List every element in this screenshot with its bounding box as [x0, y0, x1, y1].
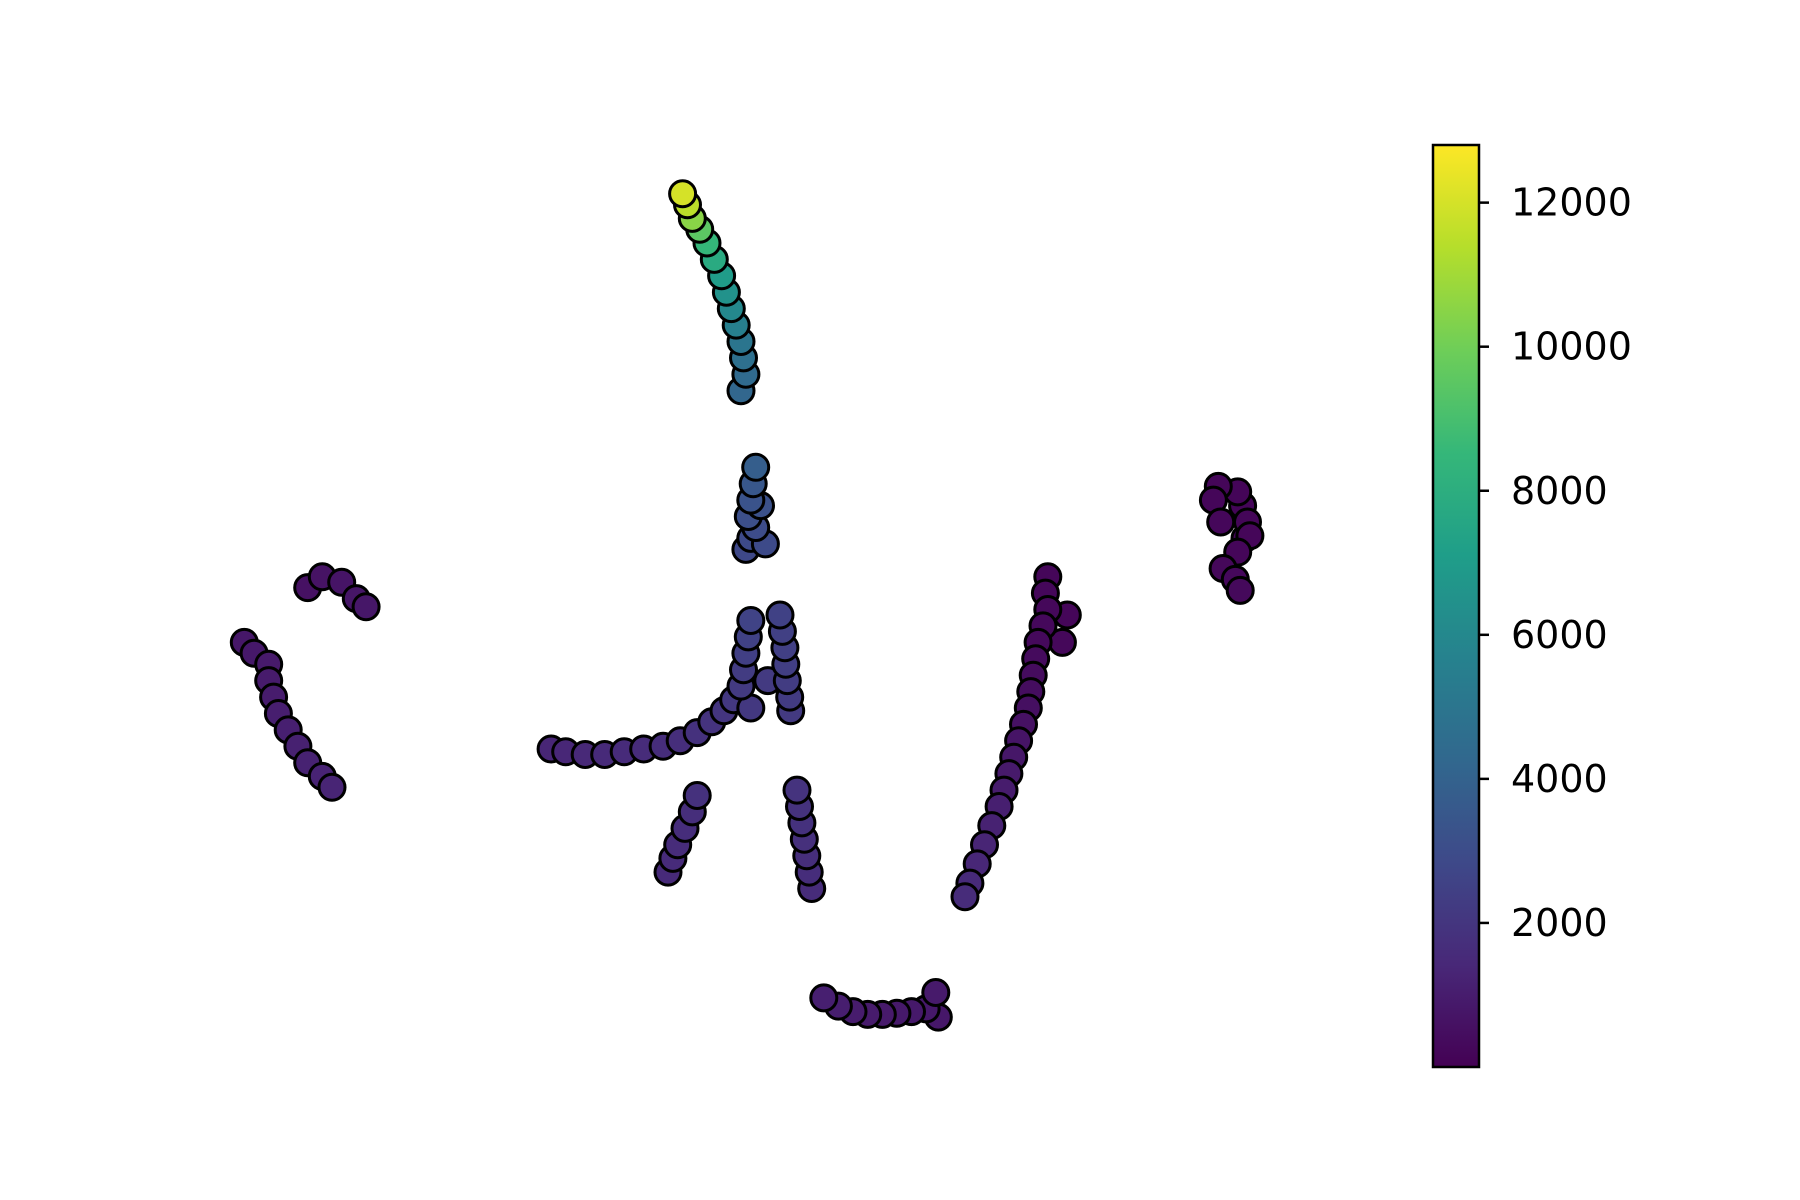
data-point-central-right-branch [765, 600, 795, 630]
colorbar-tick-label: 4000 [1511, 757, 1608, 801]
colorbar-ticks: 2000 4000 6000 8000 10000 12000 [1479, 181, 1632, 945]
data-point-lower-right-stem [782, 775, 812, 805]
colorbar-tick-label: 8000 [1511, 469, 1608, 513]
colorbar-tick-label: 12000 [1511, 181, 1632, 225]
data-point-mid-upper [741, 452, 771, 482]
data-point-far-right-cluster [1206, 507, 1236, 537]
data-point-left-arc [317, 772, 347, 802]
colorbar-bar [1431, 143, 1481, 1069]
data-point-lower-left-stem [682, 781, 712, 810]
colorbar-tick-label: 6000 [1511, 613, 1608, 657]
data-point-left-small [351, 592, 381, 622]
colorbar: 2000 4000 6000 8000 10000 12000 [1431, 143, 1632, 1069]
data-point-bottom-cluster [921, 978, 951, 1007]
scatter-points [229, 179, 1265, 1032]
data-point-central-hook [736, 606, 766, 635]
data-point-bottom-cluster [809, 983, 839, 1013]
data-point-top-arc [668, 179, 698, 209]
colorbar-tick-label: 2000 [1511, 901, 1608, 945]
data-point-right-arc [950, 882, 980, 912]
colorbar-tick-label: 10000 [1511, 325, 1632, 369]
data-point-far-right-cluster [1225, 575, 1255, 605]
